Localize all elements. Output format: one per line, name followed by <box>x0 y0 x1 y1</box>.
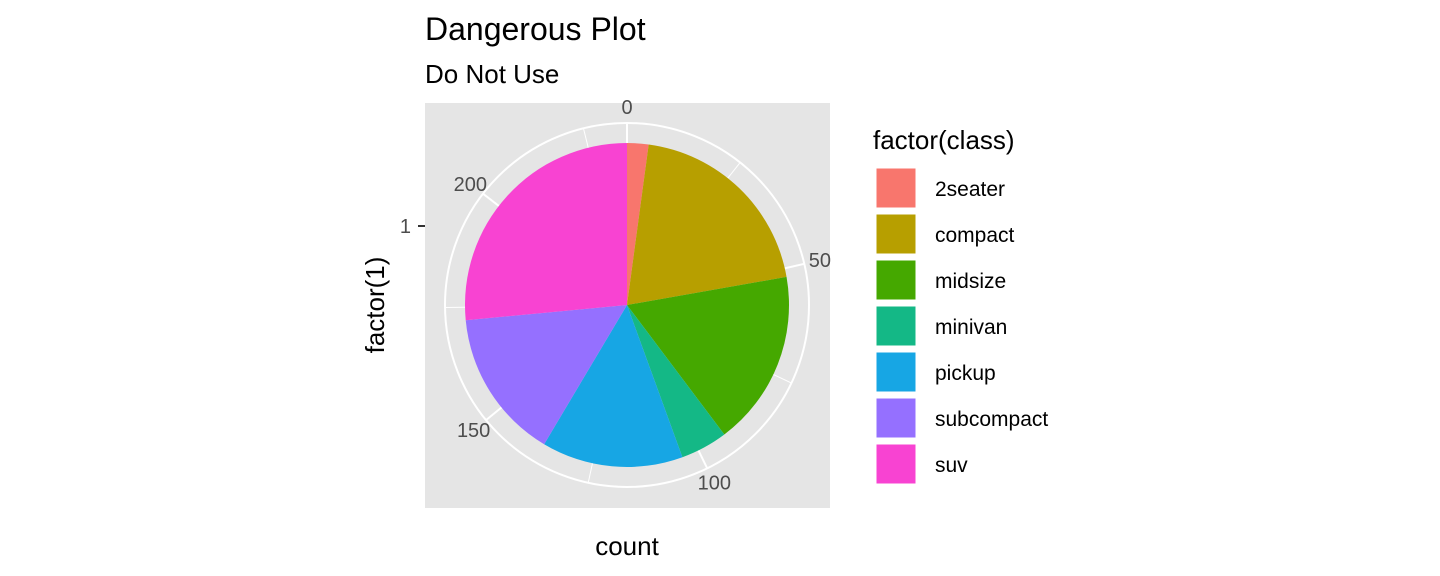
theta-tick-label: 0 <box>621 97 632 119</box>
legend-label-midsize: midsize <box>935 270 1006 293</box>
theta-tick-label: 200 <box>454 174 487 196</box>
theta-tick-label: 100 <box>698 473 731 495</box>
y-axis-title: factor(1) <box>360 257 390 354</box>
legend-key-subcompact <box>875 397 917 439</box>
slice-layer <box>464 143 789 467</box>
legend-title: factor(class) <box>873 125 1015 155</box>
pie-slice-suv <box>464 143 627 321</box>
legend-key-2seater <box>875 167 917 209</box>
legend: 2seater compact midsize minivan pickup subcom… <box>875 167 1048 485</box>
chart-subtitle: Do Not Use <box>425 59 559 89</box>
legend-key-midsize <box>875 259 917 301</box>
legend-label-2seater: 2seater <box>935 178 1005 201</box>
y-tick-label: 1 <box>400 216 411 238</box>
x-axis-title: count <box>595 531 659 561</box>
legend-label-suv: suv <box>935 454 968 477</box>
theta-tick-label: 50 <box>809 250 831 272</box>
chart-title: Dangerous Plot <box>425 11 646 47</box>
pie-slice-minivan <box>627 305 725 458</box>
pie-slice-subcompact <box>465 305 627 445</box>
legend-label-compact: compact <box>935 224 1015 247</box>
theta-tick-label: 150 <box>457 420 490 442</box>
pie-slice-pickup <box>544 305 683 467</box>
legend-label-pickup: pickup <box>935 362 996 385</box>
legend-label-subcompact: subcompact <box>935 408 1048 431</box>
pie-slice-2seater <box>627 143 649 305</box>
legend-label-minivan: minivan <box>935 316 1007 339</box>
legend-key-minivan <box>875 305 917 347</box>
legend-key-pickup <box>875 351 917 393</box>
pie-slice-midsize <box>627 276 789 435</box>
legend-key-compact <box>875 213 917 255</box>
theta-tick-layer: 0 50 100 150 200 <box>454 97 831 495</box>
pie-slice-compact <box>627 144 787 305</box>
legend-key-suv <box>875 443 917 485</box>
